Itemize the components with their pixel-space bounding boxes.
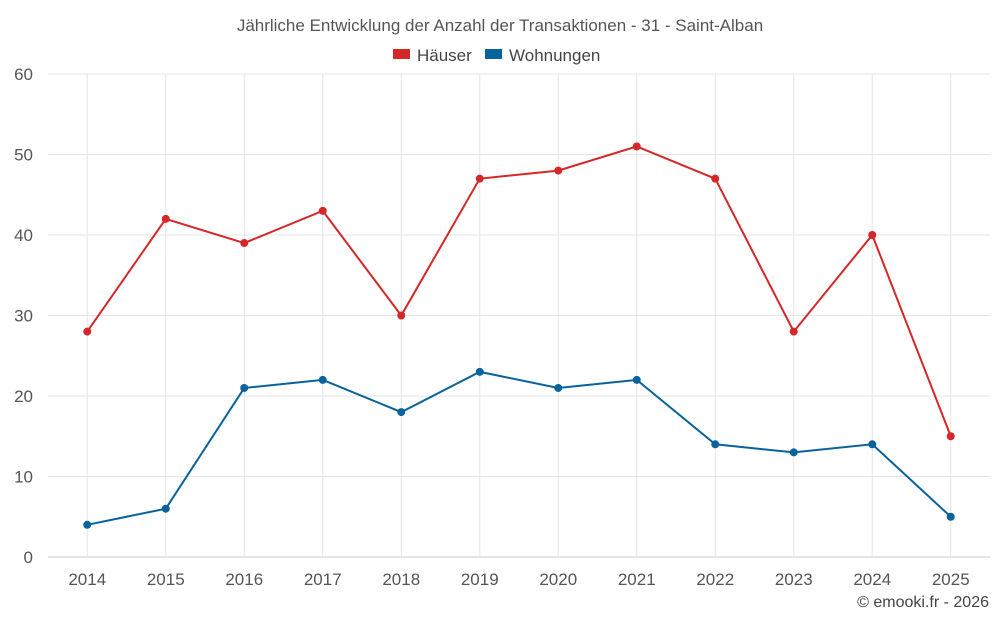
chart-title: Jährliche Entwicklung der Anzahl der Tra… — [237, 16, 763, 35]
x-tick-label: 2018 — [382, 570, 420, 589]
x-tick-label: 2015 — [147, 570, 185, 589]
data-point[interactable] — [475, 367, 484, 376]
legend-swatch — [393, 49, 410, 59]
x-tick-label: 2016 — [225, 570, 263, 589]
data-point[interactable] — [868, 440, 877, 449]
data-point[interactable] — [946, 512, 955, 521]
series-wohnungen — [83, 367, 955, 529]
x-tick-label: 2025 — [932, 570, 970, 589]
data-point[interactable] — [318, 206, 327, 215]
y-tick-label: 10 — [14, 468, 33, 487]
legend-swatch — [485, 49, 502, 59]
data-point[interactable] — [711, 174, 720, 183]
legend-item[interactable]: Häuser — [393, 46, 472, 65]
x-tick-label: 2014 — [68, 570, 106, 589]
data-point[interactable] — [632, 142, 641, 151]
series-line — [86, 145, 952, 437]
credit-text: © emooki.fr - 2026 — [857, 594, 989, 611]
data-point[interactable] — [632, 375, 641, 384]
x-axis: 2014 2015 2016 2017 2018 2019 2020 2021 2022 2023… — [68, 570, 969, 589]
data-point[interactable] — [83, 520, 92, 529]
data-point[interactable] — [397, 311, 406, 320]
x-tick-label: 2024 — [853, 570, 891, 589]
series-group — [83, 142, 955, 529]
y-tick-label: 50 — [14, 146, 33, 165]
y-tick-label: 20 — [14, 387, 33, 406]
data-point[interactable] — [554, 383, 563, 392]
data-point[interactable] — [946, 432, 955, 441]
x-tick-label: 2022 — [696, 570, 734, 589]
legend-item[interactable]: Wohnungen — [485, 46, 600, 65]
data-point[interactable] — [240, 383, 249, 392]
y-tick-label: 40 — [14, 226, 33, 245]
legend: Häuser Wohnungen — [393, 46, 600, 65]
y-tick-label: 0 — [24, 548, 33, 567]
grid — [48, 73, 990, 558]
data-point[interactable] — [83, 327, 92, 336]
x-tick-label: 2020 — [539, 570, 577, 589]
legend-label: Wohnungen — [509, 46, 600, 65]
data-point[interactable] — [554, 166, 563, 175]
x-tick-label: 2021 — [618, 570, 656, 589]
legend-label: Häuser — [417, 46, 472, 65]
x-tick-label: 2019 — [461, 570, 499, 589]
y-axis: 0 10 20 30 40 50 60 — [14, 65, 33, 567]
x-tick-label: 2023 — [775, 570, 813, 589]
data-point[interactable] — [475, 174, 484, 183]
data-point[interactable] — [161, 504, 170, 513]
series-line — [87, 370, 952, 526]
data-point[interactable] — [868, 231, 877, 239]
data-point[interactable] — [789, 327, 798, 336]
y-tick-label: 30 — [14, 307, 33, 326]
data-point[interactable] — [161, 214, 170, 223]
series-häuser — [83, 142, 955, 441]
data-point[interactable] — [397, 408, 406, 417]
data-point[interactable] — [711, 440, 720, 449]
data-point[interactable] — [789, 448, 798, 457]
data-point[interactable] — [240, 239, 249, 248]
data-point[interactable] — [318, 375, 327, 384]
x-tick-label: 2017 — [304, 570, 342, 589]
y-tick-label: 60 — [14, 65, 33, 84]
